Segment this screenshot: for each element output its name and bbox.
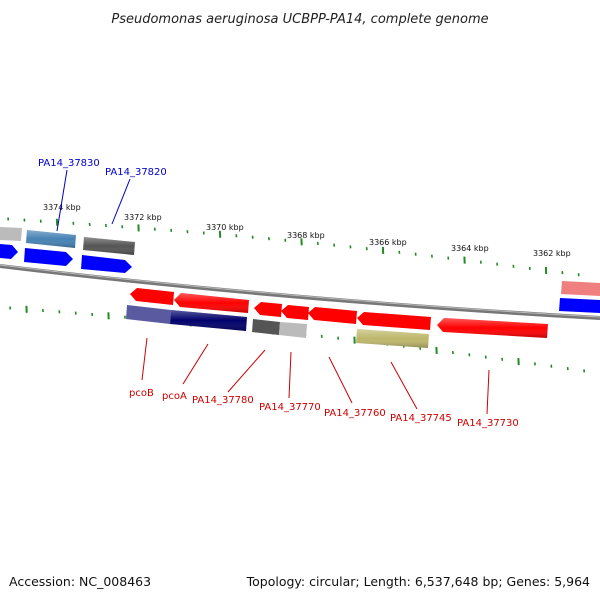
ruler-label: 3374 kbp <box>43 203 81 212</box>
ruler-ticks-upper <box>7 217 580 277</box>
gene-label[interactable]: pcoA <box>162 391 187 402</box>
gene-label[interactable]: pcoB <box>129 388 154 399</box>
gene-labels-upper: PA14_37830 PA14_37820 <box>38 158 167 178</box>
gene-feature[interactable] <box>357 312 431 330</box>
gene-label[interactable]: PA14_37780 <box>192 395 254 406</box>
gene-feature[interactable] <box>254 302 282 317</box>
gene-feature[interactable] <box>561 281 600 296</box>
gene-label[interactable]: PA14_37760 <box>324 408 386 419</box>
gene-labels-lower: pcoB pcoA PA14_37780 PA14_37770 PA14_377… <box>129 388 519 429</box>
gene-feature[interactable] <box>126 305 171 324</box>
gene-feature[interactable] <box>279 322 307 338</box>
genome-backbone <box>0 264 600 320</box>
accession-text: Accession: NC_008463 <box>9 574 151 589</box>
gene-feature[interactable] <box>81 255 132 273</box>
gene-feature[interactable] <box>308 307 357 324</box>
gene-label[interactable]: PA14_37830 <box>38 158 100 169</box>
gene-label[interactable]: PA14_37820 <box>105 167 167 178</box>
gene-feature[interactable] <box>252 319 280 335</box>
label-leaders-upper <box>56 169 131 232</box>
ruler-label: 3366 kbp <box>369 238 407 247</box>
gene-feature[interactable] <box>130 288 174 305</box>
genome-summary-text: Topology: circular; Length: 6,537,648 bp… <box>246 574 590 589</box>
map-title: Pseudomonas aeruginosa UCBPP-PA14, compl… <box>111 12 488 27</box>
gene-label[interactable]: PA14_37730 <box>457 418 519 429</box>
ruler-label: 3368 kbp <box>287 231 325 240</box>
gene-feature[interactable] <box>0 244 18 259</box>
ruler-labels: 3374 kbp 3372 kbp 3370 kbp 3368 kbp 3366… <box>43 203 571 258</box>
feature-shading <box>26 230 548 348</box>
gene-feature[interactable] <box>24 248 73 266</box>
ruler-label: 3370 kbp <box>206 223 244 232</box>
ruler-label: 3362 kbp <box>533 249 571 258</box>
gene-feature[interactable] <box>559 298 600 313</box>
gene-label[interactable]: PA14_37770 <box>259 402 321 413</box>
gene-label[interactable]: PA14_37745 <box>390 413 452 424</box>
gene-feature[interactable] <box>0 227 22 241</box>
label-leaders-lower <box>141 337 490 415</box>
gene-feature[interactable] <box>281 305 309 320</box>
ruler-label: 3364 kbp <box>451 244 489 253</box>
ruler-label: 3372 kbp <box>124 213 162 222</box>
